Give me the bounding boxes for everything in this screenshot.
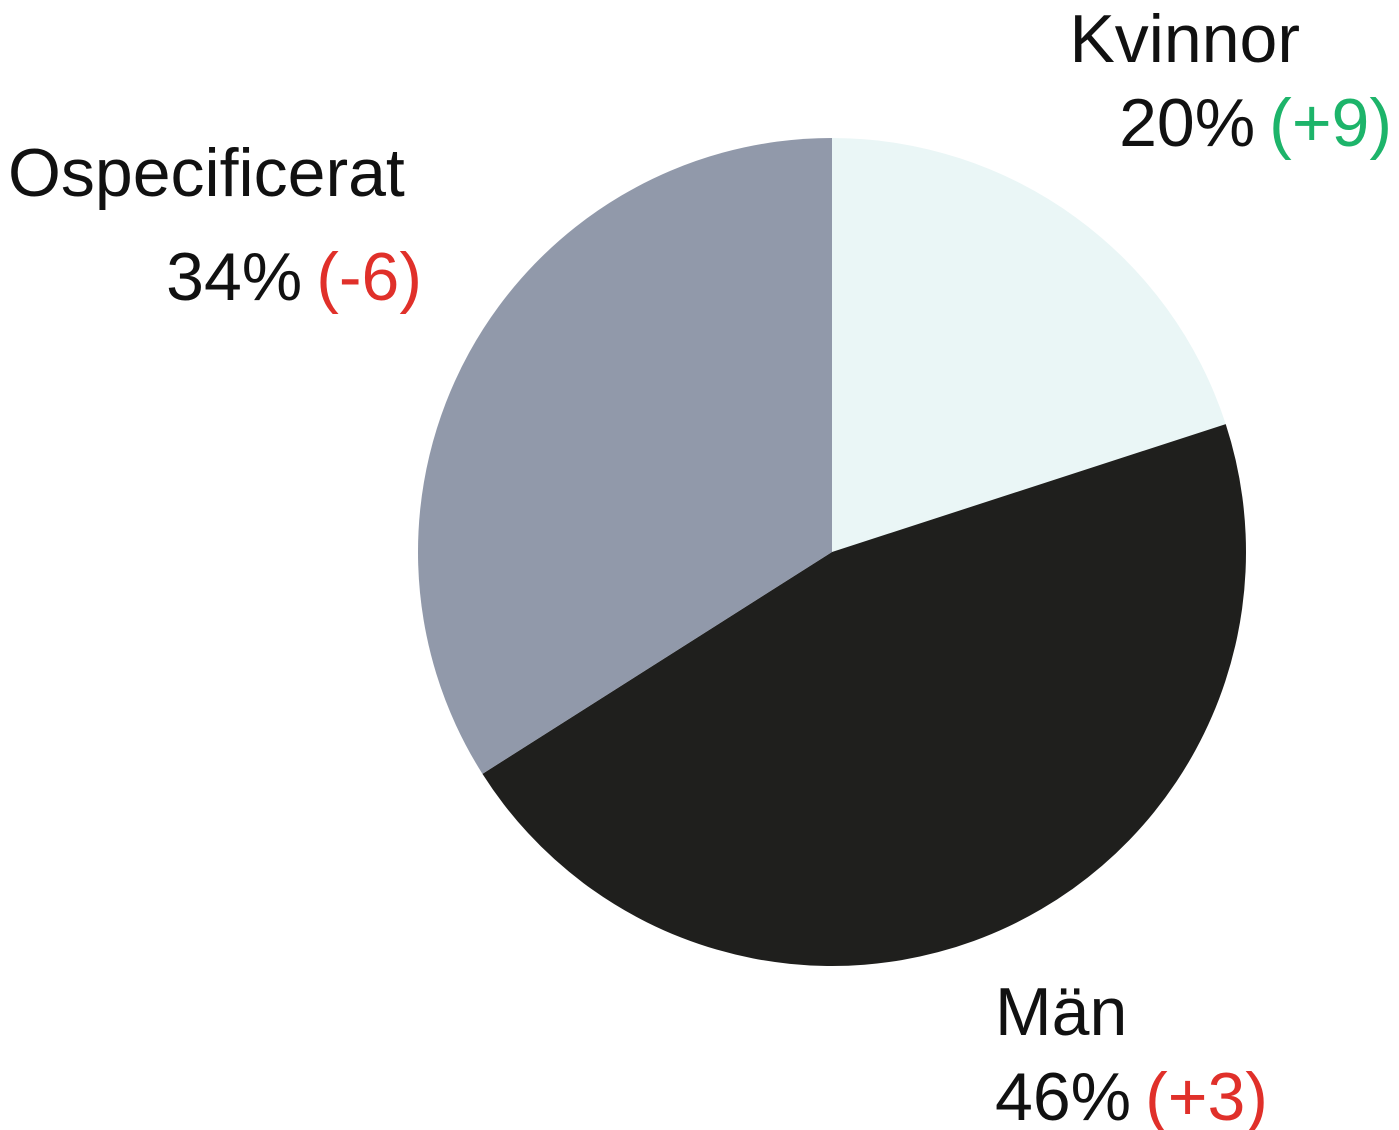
- change-label: (+9): [1269, 85, 1392, 161]
- value-label: 34%: [166, 239, 302, 315]
- value-label: 46%: [995, 1059, 1131, 1130]
- slice-value: 34% (-6): [166, 239, 422, 315]
- value-label: 20%: [1119, 85, 1255, 161]
- change-label: (-6): [316, 239, 422, 315]
- slice-value: 46% (+3): [995, 1059, 1268, 1130]
- slice-label: Ospecificerat: [8, 135, 405, 211]
- pie-slice: [832, 138, 1226, 552]
- slice-label: Män: [995, 974, 1127, 1050]
- slice-label: Kvinnor: [1069, 1, 1300, 77]
- change-label: (+3): [1145, 1059, 1268, 1130]
- slice-value: 20% (+9): [1119, 85, 1392, 161]
- pie-slice: [482, 424, 1247, 967]
- pie-slice: [418, 138, 832, 774]
